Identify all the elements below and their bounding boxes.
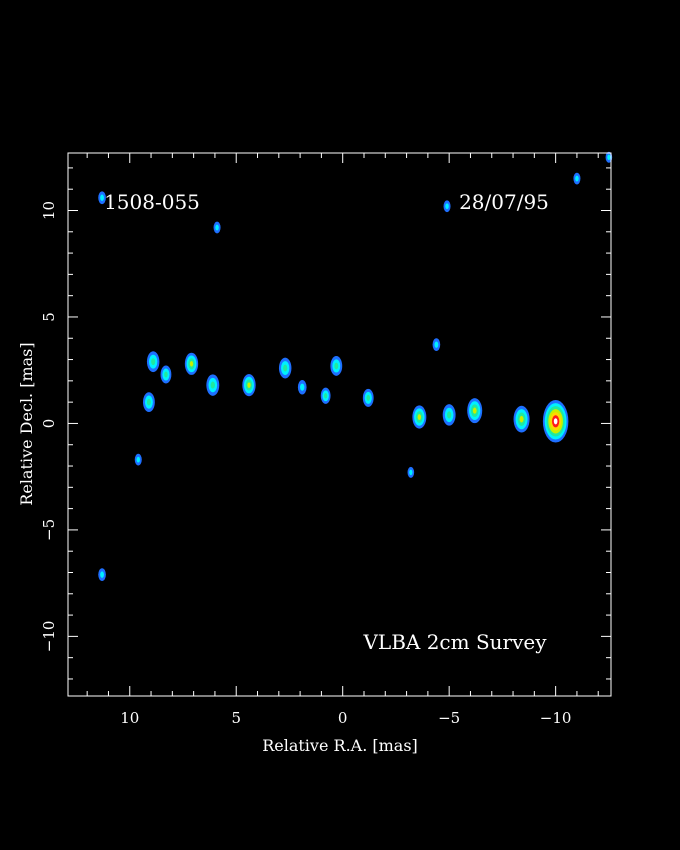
- plot-frame: [67, 152, 612, 697]
- emission-component: [407, 466, 415, 478]
- contour-level: [409, 469, 413, 476]
- x-tick-label: 5: [231, 709, 241, 727]
- emission-component: [278, 357, 292, 379]
- emission-component: [362, 388, 374, 407]
- contour-level: [283, 364, 288, 372]
- contour-level: [519, 415, 524, 423]
- observation-date-label: 28/07/95: [459, 190, 549, 214]
- emission-component: [412, 405, 427, 429]
- emission-component: [573, 172, 581, 185]
- emission-component: [160, 365, 172, 384]
- emission-component: [542, 400, 569, 443]
- x-tick-label: 0: [338, 709, 348, 727]
- emission-component: [134, 453, 142, 466]
- contour-level: [189, 361, 194, 367]
- y-tick-label: 10: [40, 201, 58, 220]
- emission-components: [98, 151, 613, 582]
- emission-component: [513, 405, 530, 433]
- emission-component: [146, 351, 160, 373]
- x-tick-label: 10: [120, 709, 139, 727]
- x-tick-label: −5: [438, 709, 460, 727]
- contour-level: [210, 381, 215, 389]
- emission-component: [320, 387, 331, 404]
- source-name-label: 1508-055: [104, 190, 200, 214]
- contour-level: [247, 382, 251, 388]
- contour-level: [334, 362, 339, 370]
- x-axis-label: Relative R.A. [mas]: [262, 736, 418, 755]
- y-tick-label: 5: [40, 312, 58, 322]
- y-axis-label: Relative Decl. [mas]: [17, 342, 36, 505]
- emission-component: [242, 374, 256, 397]
- contour-level: [366, 394, 371, 401]
- emission-component: [213, 221, 221, 234]
- emission-component: [297, 379, 307, 395]
- contour-level: [136, 456, 141, 463]
- emission-component: [442, 404, 456, 426]
- contour-level: [434, 341, 439, 348]
- contour-level: [417, 414, 422, 420]
- emission-component: [98, 191, 106, 205]
- contour-level: [151, 358, 156, 366]
- emission-component: [432, 338, 441, 352]
- contour-level: [553, 418, 558, 425]
- contour-level: [445, 203, 449, 210]
- contour-level: [100, 194, 104, 201]
- y-tick-label: −5: [40, 519, 58, 541]
- contour-level: [146, 398, 151, 406]
- emission-component: [443, 200, 451, 213]
- emission-component: [184, 352, 199, 375]
- x-tick-label: −10: [540, 709, 572, 727]
- axis-ticks: [68, 153, 611, 696]
- contour-level: [575, 175, 579, 182]
- tick-labels: 10 5 0 −5 −10 10 5 0 −5 −10: [40, 201, 571, 727]
- emission-component: [330, 356, 343, 376]
- emission-component: [142, 392, 155, 413]
- contour-level: [607, 154, 611, 161]
- emission-component: [206, 374, 220, 396]
- emission-component: [98, 568, 106, 582]
- contour-level: [215, 224, 219, 231]
- contour-level: [164, 371, 168, 378]
- y-tick-label: −10: [40, 621, 58, 653]
- contour-level: [300, 383, 305, 391]
- contour-level: [100, 571, 104, 578]
- contour-level: [472, 407, 477, 414]
- contour-level: [447, 411, 452, 419]
- emission-component: [467, 398, 483, 424]
- contour-level: [324, 393, 328, 399]
- survey-label: VLBA 2cm Survey: [362, 630, 547, 654]
- y-tick-label: 0: [40, 419, 58, 429]
